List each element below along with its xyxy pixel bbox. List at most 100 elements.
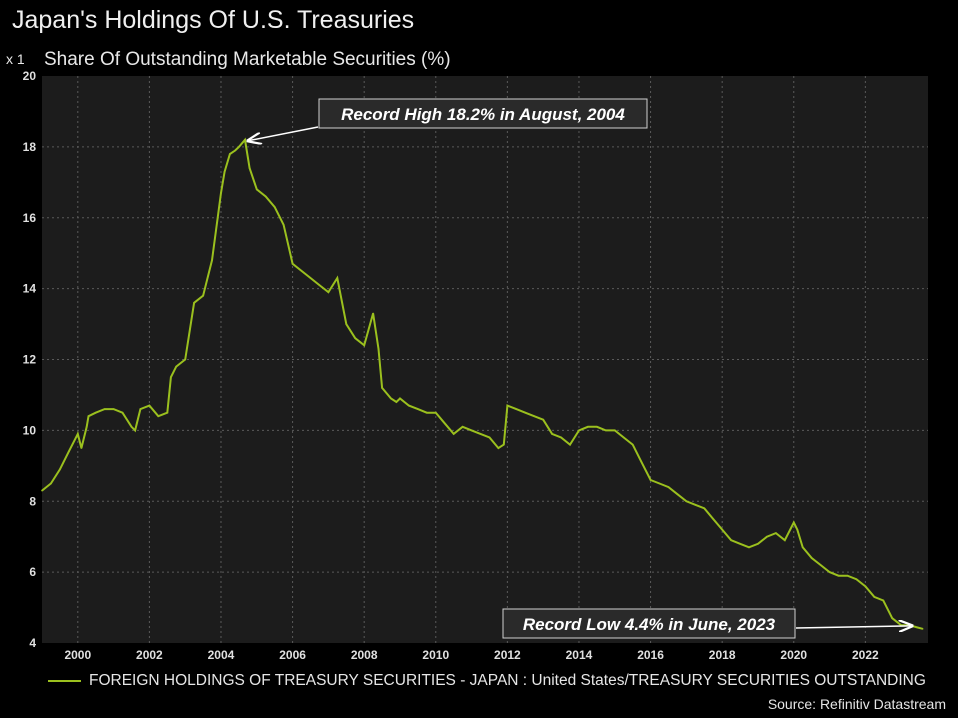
data-point <box>882 599 885 602</box>
data-point <box>470 429 473 432</box>
y-tick-label: 10 <box>23 423 37 437</box>
data-point <box>631 443 634 446</box>
data-point <box>390 397 392 400</box>
data-point <box>649 479 652 481</box>
data-point <box>139 408 142 410</box>
data-point <box>76 433 79 435</box>
annotation-high-box <box>318 98 648 129</box>
legend: FOREIGN HOLDINGS OF TREASURY SECURITIES … <box>48 672 926 690</box>
data-point <box>255 188 258 191</box>
plot-area <box>42 76 928 643</box>
data-point <box>596 426 598 428</box>
data-point <box>377 348 380 350</box>
data-point <box>864 585 867 588</box>
data-point <box>766 535 768 538</box>
data-point <box>533 415 536 418</box>
data-point <box>873 596 876 598</box>
data-point <box>667 486 670 488</box>
data-point <box>685 500 688 503</box>
data-point <box>828 571 831 573</box>
data-point <box>730 539 732 542</box>
data-point <box>363 344 365 347</box>
data-point <box>193 302 195 304</box>
annotations: Record High 18.2% in August, 2004 Record … <box>248 98 912 639</box>
y-tick-label: 12 <box>23 353 37 367</box>
data-point <box>605 429 607 432</box>
legend-swatch <box>48 680 81 682</box>
data-point <box>134 429 136 432</box>
data-point <box>775 532 777 534</box>
data-point <box>59 468 61 471</box>
data-point <box>426 411 428 414</box>
data-point <box>372 312 374 315</box>
data-point <box>796 528 799 531</box>
data-point <box>291 263 294 265</box>
data-point <box>506 404 509 407</box>
data-point <box>461 426 464 428</box>
data-point <box>479 433 482 435</box>
data-point <box>318 284 321 286</box>
annotation-low-label: Record Low 4.4% in June, 2023 <box>523 615 776 634</box>
data-point <box>87 415 90 418</box>
data-point <box>497 447 500 449</box>
data-point <box>560 436 562 439</box>
x-tick-label: 2016 <box>637 648 664 662</box>
data-point <box>229 153 231 155</box>
annotation-low-arrow <box>795 626 912 628</box>
x-tick-label: 2008 <box>351 648 378 662</box>
x-tick-label: 2004 <box>208 648 235 662</box>
data-point <box>837 574 840 577</box>
x-tick-label: 2000 <box>64 648 91 662</box>
data-point <box>395 401 398 403</box>
x-tick-label: 2010 <box>422 648 449 662</box>
y-tick-label: 20 <box>23 69 37 83</box>
data-point <box>166 411 169 414</box>
data-point <box>784 539 786 542</box>
data-point <box>515 408 518 410</box>
data-point <box>202 294 204 297</box>
data-point <box>676 493 679 495</box>
data-point <box>502 443 505 446</box>
data-point <box>244 138 246 141</box>
data-point <box>85 426 88 428</box>
y-tick-label: 6 <box>29 565 36 579</box>
x-tick-label: 2014 <box>566 648 593 662</box>
data-point <box>551 433 553 435</box>
data-point <box>264 195 267 198</box>
data-point <box>211 259 213 262</box>
y-tick-label: 8 <box>29 494 36 508</box>
data-point <box>658 482 661 485</box>
data-point <box>103 408 106 410</box>
data-point <box>488 436 491 439</box>
data-point <box>757 542 759 545</box>
x-tick-label: 2006 <box>279 648 306 662</box>
x-tick-label: 2012 <box>494 648 521 662</box>
data-point <box>170 376 172 379</box>
data-point <box>234 149 237 152</box>
data-point <box>578 429 580 432</box>
data-point <box>855 578 858 581</box>
data-point <box>238 146 240 148</box>
y-tick-label: 18 <box>23 140 37 154</box>
y-tick-label: 14 <box>23 282 37 296</box>
data-point <box>524 411 527 414</box>
data-point <box>801 546 804 549</box>
data-point <box>381 387 383 389</box>
data-point <box>184 358 186 361</box>
data-point <box>452 433 455 435</box>
data-point <box>819 564 822 566</box>
data-point <box>434 411 437 414</box>
data-point <box>300 270 303 272</box>
data-point <box>112 408 115 410</box>
data-point <box>915 626 917 628</box>
y-axis: 4 6 8 10 12 14 16 18 20 <box>23 69 37 650</box>
y-scale-label: x 1 <box>6 51 25 67</box>
data-point <box>921 628 924 630</box>
chart-title: Japan's Holdings Of U.S. Treasuries <box>12 6 415 34</box>
data-point <box>68 450 70 453</box>
data-point <box>694 503 697 506</box>
data-point <box>50 482 52 485</box>
data-point <box>542 418 544 421</box>
data-point <box>41 489 43 492</box>
